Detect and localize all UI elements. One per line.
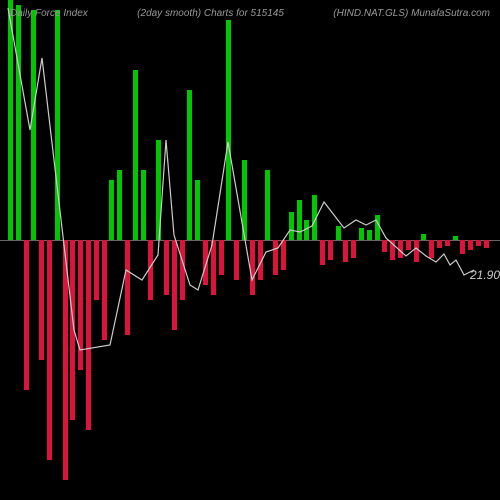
chart-header: Daily Force Index (2day smooth) Charts f…	[0, 8, 500, 19]
bar	[117, 170, 122, 240]
bar	[63, 240, 68, 480]
bar	[398, 240, 403, 258]
bar	[211, 240, 216, 295]
bar	[78, 240, 83, 370]
bar	[187, 90, 192, 240]
bar	[304, 220, 309, 240]
bar	[70, 240, 75, 420]
bar	[8, 0, 13, 240]
bar	[164, 240, 169, 295]
bar	[460, 240, 465, 254]
bar	[289, 212, 294, 240]
bar	[265, 170, 270, 240]
bar	[195, 180, 200, 240]
bar	[94, 240, 99, 300]
bar	[226, 20, 231, 240]
bar	[86, 240, 91, 430]
bar	[375, 215, 380, 240]
bar	[24, 240, 29, 390]
bar	[31, 10, 36, 240]
bar	[390, 240, 395, 260]
bar	[47, 240, 52, 460]
bar	[359, 228, 364, 240]
header-left: Daily Force Index	[10, 8, 88, 19]
bar	[382, 240, 387, 252]
bar	[234, 240, 239, 280]
bar	[453, 236, 458, 240]
bar	[125, 240, 130, 335]
bar	[258, 240, 263, 280]
bar	[180, 240, 185, 300]
bar	[484, 240, 489, 248]
price-label: 21.90	[470, 268, 500, 282]
bar	[16, 5, 21, 240]
bar	[406, 240, 411, 250]
bar	[429, 240, 434, 258]
bar	[39, 240, 44, 360]
header-center: (2day smooth) Charts for 515145	[137, 8, 284, 19]
bar	[55, 10, 60, 240]
bar	[336, 226, 341, 240]
force-index-chart: 21.90	[0, 0, 500, 500]
bar	[250, 240, 255, 295]
bar	[281, 240, 286, 270]
bar	[476, 240, 481, 246]
bar	[421, 234, 426, 240]
bar	[328, 240, 333, 260]
bar	[148, 240, 153, 300]
bar	[367, 230, 372, 240]
bar	[445, 240, 450, 246]
bar	[242, 160, 247, 240]
bar	[219, 240, 224, 275]
bar	[133, 70, 138, 240]
bar	[468, 240, 473, 250]
bar	[156, 140, 161, 240]
bar	[203, 240, 208, 285]
bar	[172, 240, 177, 330]
bar	[312, 195, 317, 240]
bar	[297, 200, 302, 240]
bar	[109, 180, 114, 240]
bar	[102, 240, 107, 340]
bar	[437, 240, 442, 248]
bar	[320, 240, 325, 265]
bar	[343, 240, 348, 262]
bar	[351, 240, 356, 258]
bar	[141, 170, 146, 240]
bar	[273, 240, 278, 275]
bar	[414, 240, 419, 262]
header-right: (HIND.NAT.GLS) MunafaSutra.com	[333, 8, 490, 19]
